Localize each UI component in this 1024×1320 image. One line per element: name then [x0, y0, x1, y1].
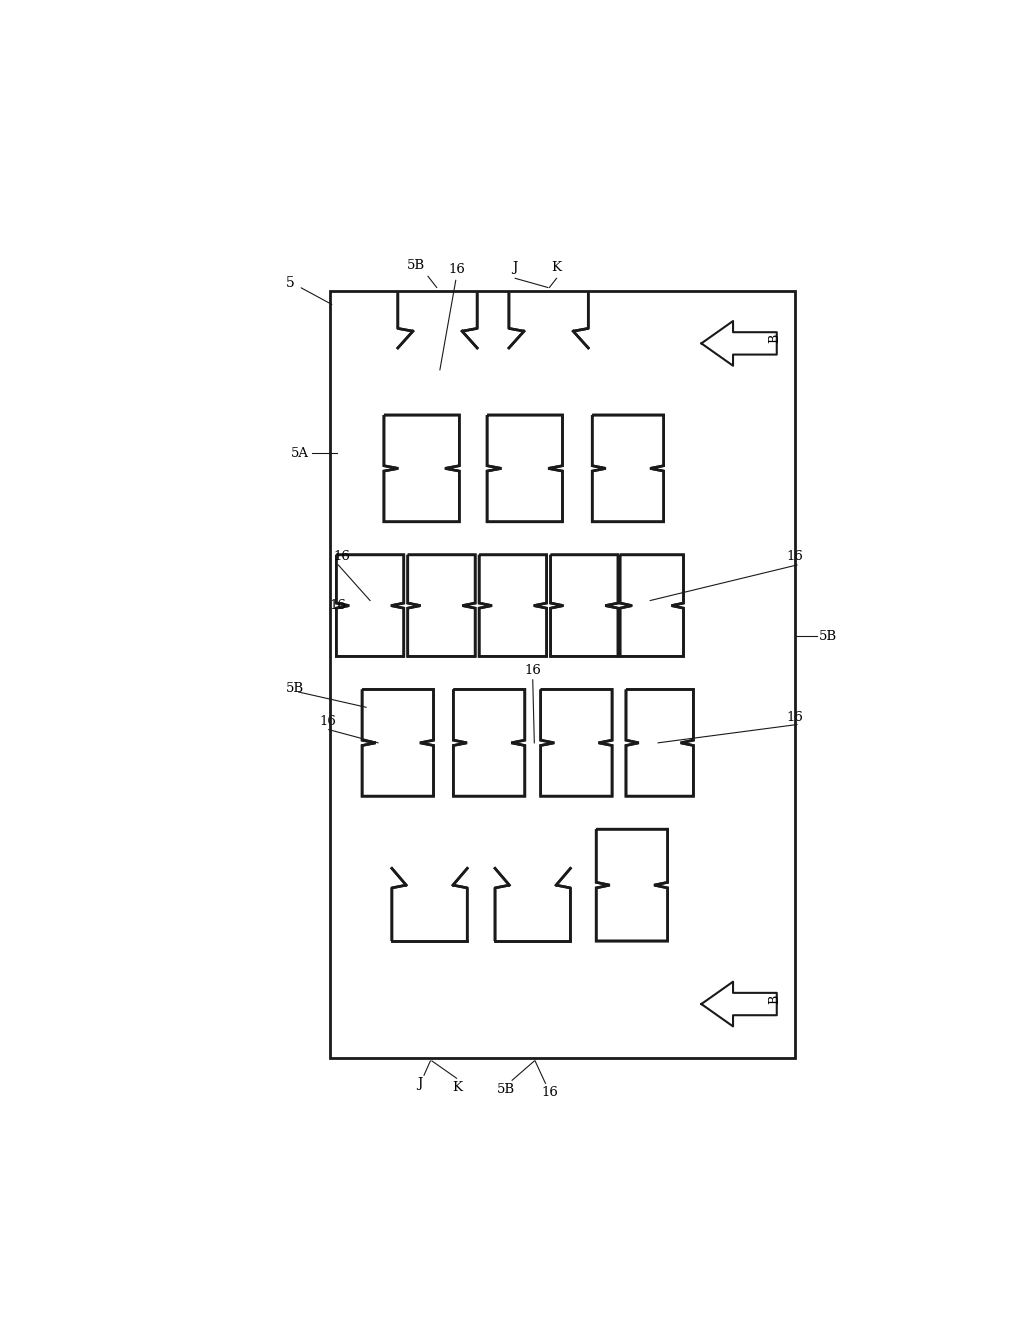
Text: 5: 5: [287, 276, 295, 290]
Text: 16: 16: [786, 550, 803, 564]
Text: 16: 16: [334, 550, 350, 564]
Polygon shape: [128, 1057, 922, 1175]
Text: Dec. 3, 2015   Sheet 8 of 9: Dec. 3, 2015 Sheet 8 of 9: [390, 198, 564, 211]
Text: K: K: [552, 261, 561, 275]
Bar: [331, 290, 795, 1057]
Polygon shape: [128, 158, 922, 290]
Text: US 2015/0349354 A1: US 2015/0349354 A1: [716, 198, 854, 211]
Text: Patent Application Publication: Patent Application Publication: [196, 198, 398, 211]
Polygon shape: [701, 982, 777, 1027]
Text: 16: 16: [786, 711, 803, 723]
Text: 5B: 5B: [286, 682, 304, 696]
Text: K: K: [453, 1081, 463, 1094]
Polygon shape: [795, 158, 922, 1175]
Text: B: B: [768, 995, 781, 1005]
Text: 16: 16: [449, 263, 466, 276]
Text: 5A: 5A: [291, 446, 309, 459]
Text: 16: 16: [319, 715, 337, 729]
Text: 5B: 5B: [818, 630, 837, 643]
Text: 5B: 5B: [497, 1084, 515, 1097]
Text: B: B: [768, 334, 781, 343]
Text: J: J: [513, 261, 518, 275]
Text: Fig. 8: Fig. 8: [200, 660, 240, 673]
Text: 16: 16: [524, 664, 541, 677]
Polygon shape: [128, 158, 331, 1175]
Polygon shape: [701, 321, 777, 366]
Text: 16: 16: [542, 1086, 559, 1100]
Text: 16: 16: [330, 599, 346, 612]
Text: 5B: 5B: [407, 259, 425, 272]
Text: J: J: [418, 1077, 423, 1090]
